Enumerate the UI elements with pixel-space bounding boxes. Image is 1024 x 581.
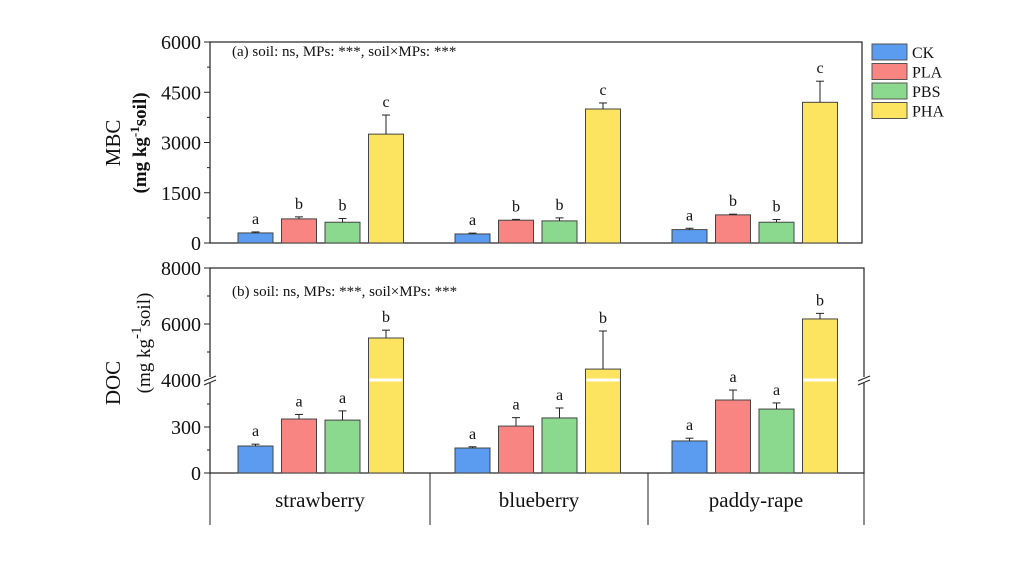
bar-ck <box>237 232 274 244</box>
significance-letter: c <box>382 94 389 111</box>
significance-letter: b <box>382 309 390 326</box>
panel-a-ylabel: MBC (mg kg-1soil) <box>101 92 151 193</box>
legend-swatch-pla <box>871 63 908 80</box>
x-category-label: blueberry <box>499 488 580 512</box>
significance-letter: c <box>599 82 606 99</box>
bar-ck <box>671 440 708 474</box>
bar-pha <box>368 133 404 244</box>
bar-break-gap <box>586 378 620 382</box>
y-tick-label: 4000 <box>161 370 201 392</box>
bar-pbs <box>324 419 361 474</box>
ylabel-part: -1 <box>127 126 142 137</box>
ylabel-part: soil) <box>130 92 151 126</box>
y-tick-label: 0 <box>191 233 201 255</box>
significance-letter: b <box>729 193 737 210</box>
bar-pbs <box>541 220 578 244</box>
bar-pbs <box>324 221 361 244</box>
significance-letter: b <box>816 292 824 309</box>
y-tick-label: 300 <box>171 417 201 439</box>
bar-pla <box>715 399 751 474</box>
ylabel-line1: MBC <box>101 120 125 167</box>
panel-a-frame <box>209 41 863 244</box>
legend-label: CK <box>912 45 935 62</box>
bar-pbs <box>758 221 795 244</box>
ylabel-part: (mg kg <box>130 137 151 194</box>
panel-b-frame <box>209 267 865 474</box>
bar-ck <box>237 445 274 474</box>
y-tick-label: 8000 <box>161 258 201 280</box>
bar-break-gap <box>369 378 403 382</box>
significance-letter: c <box>816 60 823 77</box>
significance-letter: a <box>729 369 736 386</box>
x-category-label: paddy-rape <box>709 488 803 512</box>
bar-pha <box>802 101 838 244</box>
significance-letter: a <box>686 417 693 434</box>
significance-letter: b <box>339 198 347 215</box>
significance-letter: a <box>252 211 259 228</box>
y-tick-label: 6000 <box>161 32 201 54</box>
significance-letter: a <box>469 212 476 229</box>
significance-letter: a <box>252 423 259 440</box>
ylabel-part: soil) <box>134 293 155 327</box>
bar-pla <box>498 219 534 244</box>
axis-break-mark <box>203 375 217 382</box>
bar-pha <box>802 318 838 474</box>
bar-pbs <box>541 417 578 474</box>
significance-letter: a <box>295 393 302 410</box>
legend-label: PHA <box>912 104 944 121</box>
ylabel-part: (mg kg <box>134 338 155 393</box>
bar-ck <box>454 447 491 474</box>
bar-pha <box>585 108 621 244</box>
bar-break-gap <box>803 378 837 382</box>
significance-letter: b <box>295 196 303 213</box>
significance-letter: b <box>556 197 564 214</box>
significance-letter: a <box>339 390 346 407</box>
legend-label: PBS <box>912 84 940 101</box>
bar-pla <box>715 214 751 244</box>
bar-pha <box>585 368 621 474</box>
ylabel-line2: (mg kg-1soil) <box>127 92 151 193</box>
axis-break-mark <box>857 379 871 386</box>
bar-ck <box>671 229 708 244</box>
ylabel-part: -1 <box>129 326 145 339</box>
panel-a-label: (a) soil: ns, MPs: ***, soil×MPs: *** <box>232 44 456 60</box>
ylabel-line1: DOC <box>101 361 125 405</box>
significance-letter: b <box>512 198 520 215</box>
panel-b-ylabel: DOC (mg kg-1soil) <box>101 293 155 405</box>
y-tick-label: 6000 <box>161 314 201 336</box>
axis-break-gap <box>204 377 216 383</box>
bar-pla <box>498 425 534 474</box>
legend-swatch-ck <box>871 43 908 61</box>
significance-letter: b <box>773 199 781 216</box>
legend-label: PLA <box>912 65 943 82</box>
y-tick-label: 3000 <box>161 133 201 155</box>
y-tick-label: 0 <box>191 463 201 485</box>
y-tick-label: 4500 <box>161 82 201 104</box>
bar-pha <box>368 337 404 474</box>
significance-letter: a <box>556 387 563 404</box>
legend-swatch-pbs <box>871 82 908 100</box>
significance-letter: a <box>773 382 780 399</box>
bar-pla <box>281 418 317 474</box>
bar-pbs <box>758 408 795 474</box>
y-tick-label: 1500 <box>161 183 201 205</box>
axis-break-mark <box>857 375 871 382</box>
significance-letter: a <box>686 207 693 224</box>
x-category-label: strawberry <box>275 488 365 512</box>
legend-swatch-pha <box>871 102 908 119</box>
panel-b-label: (b) soil: ns, MPs: ***, soil×MPs: *** <box>232 284 457 300</box>
axis-break-mark <box>203 379 217 386</box>
bar-ck <box>454 233 491 244</box>
axis-break-gap <box>858 377 870 383</box>
significance-letter: a <box>469 426 476 443</box>
significance-letter: a <box>512 397 519 414</box>
significance-letter: b <box>599 310 607 327</box>
ylabel-line2: (mg kg-1soil) <box>129 293 155 394</box>
bar-pla <box>281 218 317 244</box>
